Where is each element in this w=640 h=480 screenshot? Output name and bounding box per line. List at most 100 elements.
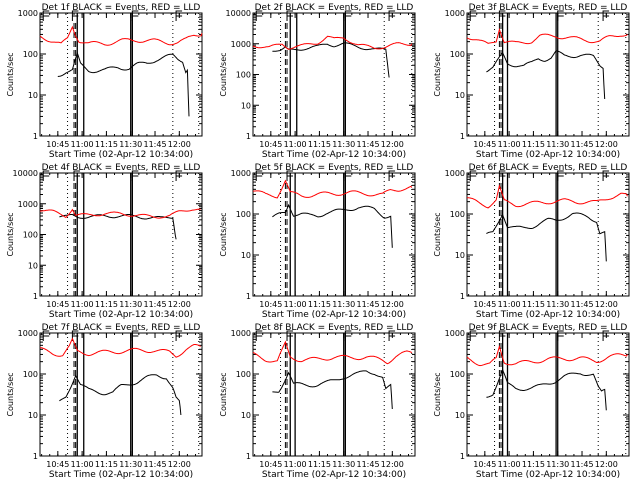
marker-label-glyph xyxy=(557,330,564,341)
x-tick-label: 10:45 xyxy=(46,300,69,309)
panel-6: Det 6f BLACK = Events, RED = LLD 1 10 100 10… xyxy=(433,163,630,320)
panel-title: Det 8f BLACK = Events, RED = LLD xyxy=(255,323,414,333)
y-tick-label: 1 xyxy=(246,132,251,141)
x-tick-label: 10:45 xyxy=(259,460,282,469)
panel-title: Det 3f BLACK = Events, RED = LLD xyxy=(469,3,628,13)
y-tick-label: 10 xyxy=(28,411,38,420)
marker-label-glyph xyxy=(131,170,139,181)
lld-series-line xyxy=(40,208,201,219)
x-tick-label: 11:00 xyxy=(498,300,521,309)
marker-label-glyph xyxy=(286,330,294,341)
x-tick-label: 11:15 xyxy=(308,300,331,309)
y-axis-label: Counts/sec xyxy=(219,52,228,96)
events-series-line xyxy=(272,42,390,78)
x-tick-label: 11:15 xyxy=(95,460,118,469)
y-tick-label: 1 xyxy=(246,292,251,301)
marker-label-glyph xyxy=(286,10,294,21)
marker-label-glyph xyxy=(255,10,263,21)
x-tick-label: 11:45 xyxy=(356,460,379,469)
marker-label-glyph xyxy=(557,10,564,21)
y-tick-label: 100 xyxy=(450,50,465,59)
marker-label-glyph xyxy=(286,170,294,181)
y-axis-label: Counts/sec xyxy=(6,212,15,256)
y-tick-label: 10 xyxy=(241,101,251,110)
marker-label-glyph xyxy=(557,170,564,181)
plot-frame xyxy=(39,332,203,457)
x-axis-label: Start Time (02-Apr-12 10:34:00) xyxy=(476,310,620,320)
x-tick-label: 10:45 xyxy=(46,140,69,149)
x-axis-label: Start Time (02-Apr-12 10:34:00) xyxy=(476,150,620,160)
x-tick-label: 12:00 xyxy=(381,300,404,309)
y-tick-label: 1 xyxy=(33,452,38,461)
x-tick-label: 11:15 xyxy=(95,300,118,309)
marker-label-glyph xyxy=(255,170,263,181)
x-tick-label: 10:45 xyxy=(473,140,496,149)
marker-label-glyph xyxy=(388,10,396,21)
plot-frame xyxy=(466,332,630,457)
y-axis-label: Counts/sec xyxy=(433,52,442,96)
x-tick-label: 11:30 xyxy=(332,460,355,469)
x-tick-label: 11:45 xyxy=(356,300,379,309)
marker-label-glyph xyxy=(602,330,610,341)
y-tick-label: 100 xyxy=(23,231,38,240)
x-axis-label: Start Time (02-Apr-12 10:34:00) xyxy=(262,150,406,160)
y-tick-label: 10 xyxy=(28,91,38,100)
panel-title: Det 1f BLACK = Events, RED = LLD xyxy=(42,3,201,13)
x-tick-label: 12:00 xyxy=(168,460,191,469)
y-tick-label: 1000 xyxy=(445,9,465,18)
x-tick-label: 10:45 xyxy=(473,460,496,469)
x-tick-label: 11:30 xyxy=(546,140,569,149)
x-tick-label: 11:15 xyxy=(522,300,545,309)
panel-title: Det 6f BLACK = Events, RED = LLD xyxy=(469,163,628,173)
y-tick-label: 1000 xyxy=(18,9,38,18)
marker-label-glyph xyxy=(498,10,506,21)
marker-label-glyph xyxy=(131,330,139,341)
lld-series-line xyxy=(39,337,201,358)
y-tick-label: 1 xyxy=(33,292,38,301)
panel-title: Det 9f BLACK = Events, RED = LLD xyxy=(469,323,628,333)
plot-frame xyxy=(39,172,203,297)
y-tick-label: 1 xyxy=(460,132,465,141)
panel-1: Det 1f BLACK = Events, RED = LLD 1 10 100 10… xyxy=(6,3,203,160)
events-series-line xyxy=(59,214,177,240)
marker-label-glyph xyxy=(175,10,183,21)
y-tick-label: 1 xyxy=(460,292,465,301)
panel-title: Det 5f BLACK = Events, RED = LLD xyxy=(255,163,414,173)
x-tick-label: 11:00 xyxy=(71,460,94,469)
x-tick-label: 11:00 xyxy=(284,140,307,149)
y-tick-label: 1000 xyxy=(231,329,251,338)
marker-label-glyph xyxy=(73,170,81,181)
lld-series-line xyxy=(39,25,203,46)
x-tick-label: 12:00 xyxy=(595,140,618,149)
x-axis-label: Start Time (02-Apr-12 10:34:00) xyxy=(49,470,193,480)
lld-series-line xyxy=(253,179,413,199)
panel-title: Det 7f BLACK = Events, RED = LLD xyxy=(42,323,201,333)
plot-frame xyxy=(252,172,416,297)
plot-frame xyxy=(466,172,630,297)
x-tick-label: 11:00 xyxy=(284,300,307,309)
x-tick-label: 11:30 xyxy=(119,300,142,309)
x-tick-label: 12:00 xyxy=(595,460,618,469)
x-tick-label: 12:00 xyxy=(168,140,191,149)
plot-frame xyxy=(252,332,416,457)
panel-2: Det 2f BLACK = Events, RED = LLD 1 10 100 10… xyxy=(219,3,416,160)
y-axis-label: Counts/sec xyxy=(433,372,442,416)
marker-label-glyph xyxy=(388,330,396,341)
y-tick-label: 100 xyxy=(23,370,38,379)
y-tick-label: 1 xyxy=(246,452,251,461)
events-series-line xyxy=(272,370,393,410)
panel-4: Det 4f BLACK = Events, RED = LLD 1 10 100 10… xyxy=(6,163,203,320)
y-axis-label: Counts/sec xyxy=(6,372,15,416)
y-tick-label: 1000 xyxy=(445,169,465,178)
x-tick-label: 11:45 xyxy=(143,140,166,149)
y-tick-label: 100 xyxy=(23,50,38,59)
marker-label-glyph xyxy=(175,330,183,341)
x-tick-label: 10:45 xyxy=(46,460,69,469)
x-tick-label: 11:45 xyxy=(570,140,593,149)
y-axis-label: Counts/sec xyxy=(219,212,228,256)
marker-label-glyph xyxy=(255,330,263,341)
marker-label-glyph xyxy=(469,10,477,21)
y-axis-label: Counts/sec xyxy=(6,52,15,96)
panel-9: Det 9f BLACK = Events, RED = LLD 1 10 100 10… xyxy=(433,323,630,480)
events-series-line xyxy=(59,374,182,416)
